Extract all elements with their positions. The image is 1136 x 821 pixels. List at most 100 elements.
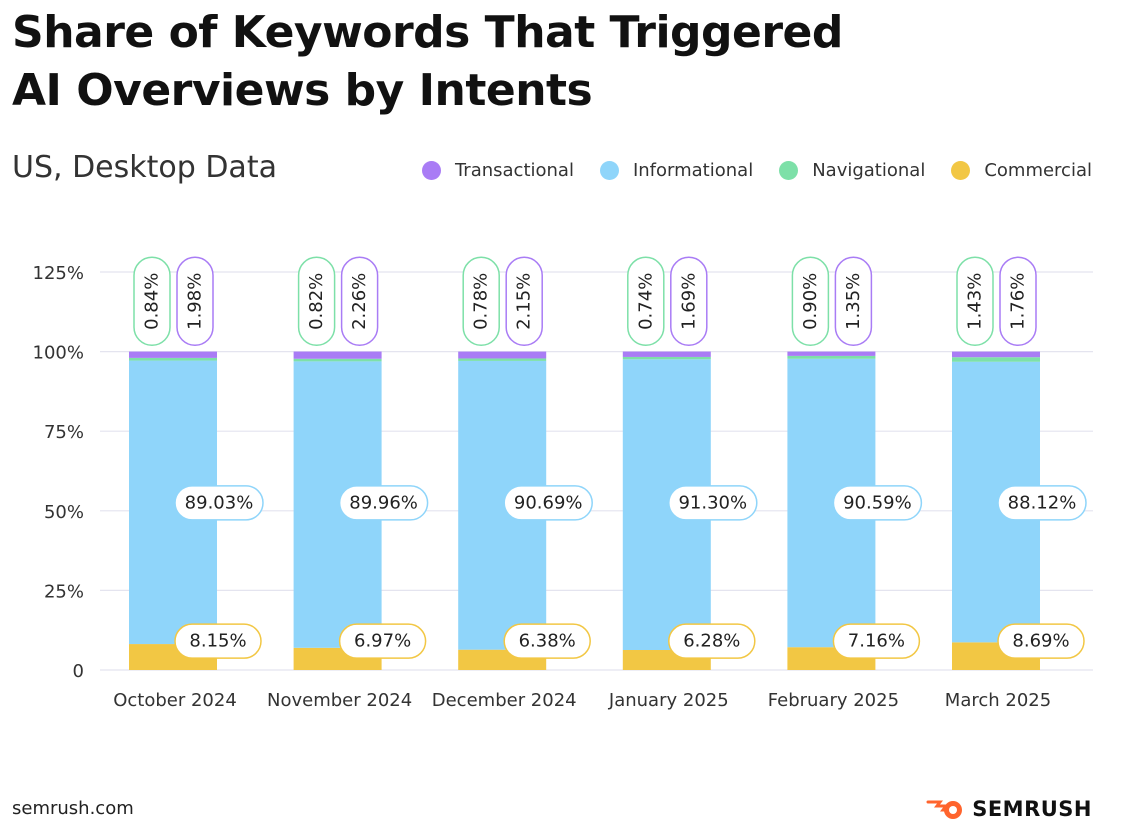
data-label-commercial: 6.97% [338, 623, 427, 659]
data-label-navigational-pill [956, 256, 994, 347]
data-label-navigational-text: 0.82% [306, 273, 327, 330]
x-tick-label: November 2024 [267, 690, 412, 711]
data-label-commercial-pill [832, 623, 921, 659]
data-label-transactional-pill [340, 256, 379, 347]
data-label-informational: 89.96% [338, 485, 429, 521]
data-label-navigational-pill [297, 256, 336, 347]
bar-transactional [787, 351, 876, 356]
data-label-commercial: 7.16% [832, 623, 921, 659]
data-label-informational-text: 91.30% [678, 492, 747, 513]
data-label-transactional: 2.15% [505, 256, 543, 347]
data-label-transactional-pill [505, 256, 543, 347]
x-tick-label: October 2024 [113, 690, 237, 711]
x-tick-label: March 2025 [945, 690, 1051, 711]
data-label-informational-text: 89.03% [185, 492, 254, 513]
data-label-informational-pill [503, 485, 593, 521]
data-label-commercial-text: 6.38% [519, 631, 576, 652]
bar-navigational [129, 357, 217, 361]
legend-label-transactional: Transactional [454, 160, 574, 181]
data-label-commercial: 6.38% [503, 623, 591, 659]
data-label-informational: 90.69% [503, 485, 593, 521]
data-label-navigational-text: 1.43% [965, 273, 986, 330]
legend-swatch-commercial [951, 161, 971, 180]
data-label-transactional: 1.76% [999, 256, 1037, 347]
source-label: semrush.com [12, 798, 134, 819]
data-label-transactional: 1.35% [834, 256, 873, 347]
data-label-commercial: 8.69% [997, 623, 1085, 659]
data-label-commercial-text: 6.28% [683, 631, 740, 652]
data-label-informational-text: 90.69% [514, 492, 583, 513]
legend-item-informational: Informational [599, 160, 754, 181]
chart-legend: Transactional Informational Navigational… [421, 160, 1092, 181]
legend-item-navigational: Navigational [779, 160, 925, 181]
legend-item-commercial: Commercial [951, 160, 1092, 181]
x-tick-label: February 2025 [768, 690, 899, 711]
bar-navigational [458, 358, 547, 361]
data-label-commercial-pill [668, 623, 756, 659]
bar-navigational [622, 356, 711, 360]
data-label-transactional-pill [670, 256, 708, 347]
bar-transactional [622, 351, 711, 357]
x-tick-label: December 2024 [432, 690, 577, 711]
legend-label-informational: Informational [632, 160, 754, 181]
legend-swatch-transactional [421, 161, 441, 180]
stacked-bar-chart: 0 25% 50% 75% 100% 125% October 2024 8.15% 89.03… [33, 256, 1093, 711]
data-label-navigational: 0.74% [627, 256, 665, 347]
data-label-commercial-text: 8.69% [1012, 631, 1069, 652]
data-label-transactional: 1.69% [670, 256, 708, 347]
data-label-informational-pill [174, 485, 264, 521]
data-label-informational-text: 88.12% [1008, 492, 1077, 513]
chart-title-line-2: AI Overviews by Intents [12, 65, 593, 116]
data-label-informational-pill [832, 485, 923, 521]
data-label-commercial: 6.28% [668, 623, 756, 659]
data-label-commercial-text: 7.16% [848, 631, 905, 652]
bar-transactional [952, 351, 1040, 358]
data-label-navigational-pill [133, 256, 171, 347]
y-tick-label: 75% [44, 422, 84, 443]
data-label-informational-pill [668, 485, 758, 521]
data-label-informational-pill [997, 485, 1087, 521]
data-label-commercial-pill [997, 623, 1085, 659]
data-label-commercial-pill [503, 623, 591, 659]
data-label-navigational: 0.84% [133, 256, 171, 347]
data-label-transactional-pill [834, 256, 873, 347]
legend-swatch-informational [599, 161, 619, 180]
data-label-transactional-pill [999, 256, 1037, 347]
data-label-informational: 89.03% [174, 485, 264, 521]
data-label-commercial-pill [174, 623, 262, 659]
y-tick-label: 50% [44, 502, 84, 523]
legend-label-navigational: Navigational [812, 160, 926, 181]
data-label-navigational-pill [627, 256, 665, 347]
data-label-navigational-text: 0.74% [635, 273, 656, 330]
bar-transactional [458, 351, 547, 359]
brand-name: SEMRUSH [972, 797, 1092, 821]
bar-navigational [787, 355, 876, 359]
data-label-transactional-text: 1.76% [1008, 273, 1029, 330]
brand-logo: SEMRUSH [926, 797, 1092, 821]
data-label-navigational: 0.90% [791, 256, 830, 347]
data-label-transactional-text: 2.15% [514, 273, 535, 330]
bar-navigational [952, 357, 1040, 362]
data-label-navigational-text: 0.90% [800, 273, 821, 330]
data-label-transactional-text: 1.69% [678, 273, 699, 330]
data-label-informational: 91.30% [668, 485, 758, 521]
data-label-navigational-pill [791, 256, 830, 347]
data-label-navigational-text: 0.78% [471, 273, 492, 330]
data-label-transactional: 2.26% [340, 256, 379, 347]
legend-item-transactional: Transactional [421, 160, 574, 181]
data-label-transactional-text: 1.98% [185, 273, 206, 330]
chart-title: Share of Keywords That Triggered AI Over… [12, 4, 912, 120]
y-tick-label: 125% [33, 263, 84, 284]
legend-swatch-navigational [779, 161, 799, 180]
data-label-navigational-pill [462, 256, 500, 347]
data-label-transactional-text: 1.35% [843, 273, 864, 330]
data-label-commercial-text: 6.97% [354, 631, 411, 652]
semrush-flame-icon [926, 800, 963, 819]
data-label-navigational: 0.82% [297, 256, 336, 347]
data-label-informational: 90.59% [832, 485, 923, 521]
y-tick-label: 0 [73, 661, 84, 682]
data-label-transactional-text: 2.26% [349, 273, 370, 330]
y-tick-label: 25% [44, 581, 84, 602]
data-label-commercial-text: 8.15% [189, 631, 246, 652]
data-label-informational-text: 89.96% [349, 492, 418, 513]
